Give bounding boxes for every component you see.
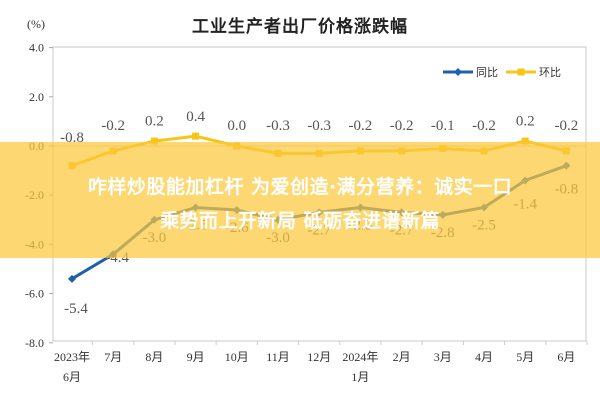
x-tick-label: 4月 [475, 350, 493, 364]
x-tick-label: 6月 [557, 350, 575, 364]
mom-value-label: 0.2 [145, 114, 164, 130]
x-tick-label: 12月 [307, 350, 331, 364]
mom-value-label: -0.2 [472, 118, 496, 134]
mom-value-label: 0.4 [186, 109, 205, 125]
overlay-banner[interactable]: 咋样炒股能加杠杆 为爱创造·满分营养：诚实一口 乘势而上开新局 砥砺奋进谱新篇 [0, 142, 600, 258]
yoy-value-label: -5.4 [64, 301, 88, 317]
legend-diamond-icon [454, 68, 462, 76]
banner-headline-1[interactable]: 咋样炒股能加杠杆 为爱创造·满分营养：诚实一口 [87, 176, 513, 198]
mom-value-label: -0.2 [390, 118, 414, 134]
y-tick-label: 2.0 [29, 90, 44, 104]
legend-yoy-label: 同比 [476, 66, 498, 79]
mom-value-label: -0.2 [555, 118, 579, 134]
x-tick-label: 1月 [351, 370, 369, 384]
x-axis-ticks: 2023年 6月 7月 8月 9月 10月 11月 12月 2024年 1月 2月 3月 4月 5月 6月 [54, 341, 588, 384]
x-tick-label: 7月 [104, 350, 122, 364]
mom-value-label: -0.2 [349, 118, 373, 134]
mom-value-label: 0.2 [516, 114, 535, 130]
mom-value-label: -0.2 [101, 118, 125, 134]
x-tick-label: 9月 [187, 350, 205, 364]
x-tick-label: 2月 [393, 350, 411, 364]
mom-marker [192, 132, 200, 140]
legend: 同比 环比 [443, 66, 561, 79]
legend-mom-label: 环比 [539, 66, 561, 79]
mom-marker [150, 137, 158, 145]
y-tick-label: -8.0 [25, 336, 44, 350]
x-tick-label: 3月 [434, 350, 452, 364]
chart-title: 工业生产者出厂价格涨跌幅 [192, 17, 408, 37]
legend-square-icon [517, 68, 525, 76]
y-tick-label: 4.0 [29, 41, 44, 55]
y-tick-label: -6.0 [25, 287, 44, 301]
x-tick-label: 6月 [63, 370, 81, 384]
x-tick-label: 5月 [516, 350, 534, 364]
y-axis-unit: (%) [27, 17, 45, 31]
mom-value-label: 0.0 [227, 118, 246, 134]
mom-value-label: -0.3 [266, 118, 290, 134]
mom-value-label: -0.1 [431, 118, 455, 134]
mom-marker [521, 137, 529, 145]
yoy-marker [68, 274, 76, 283]
x-tick-label: 8月 [145, 350, 163, 364]
x-tick-label: 11月 [266, 350, 290, 364]
x-tick-label: 2024年 [342, 350, 378, 364]
mom-value-label: -0.3 [307, 118, 331, 134]
x-tick-label: 10月 [225, 350, 249, 364]
banner-headline-2[interactable]: 乘势而上开新局 砥砺奋进谱新篇 [159, 210, 441, 232]
x-tick-label: 2023年 [54, 350, 90, 364]
